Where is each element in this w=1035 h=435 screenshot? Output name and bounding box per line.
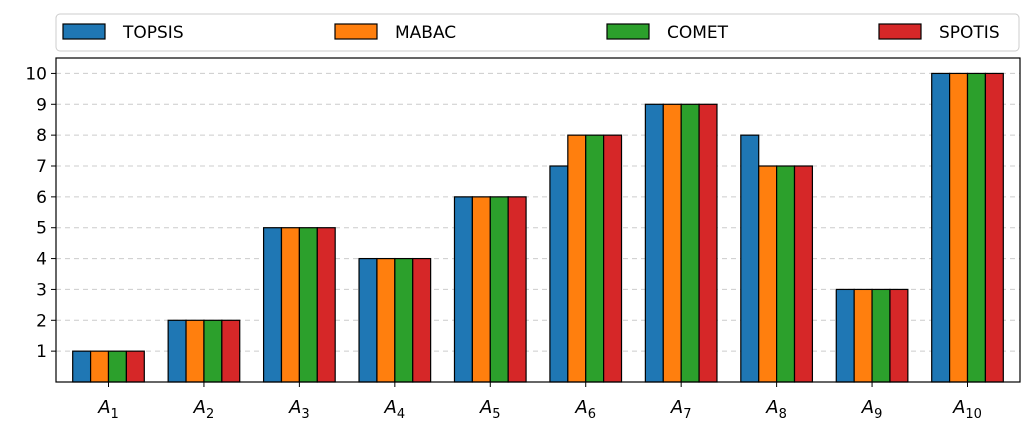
x-tick-label-subscript: 6 bbox=[588, 407, 596, 422]
x-tick-label: A2 bbox=[193, 397, 215, 422]
bar-mabac-a8 bbox=[758, 165, 778, 383]
bar-spotis-a3 bbox=[316, 227, 336, 383]
bar-comet-a3 bbox=[298, 227, 318, 383]
x-tick-label-subscript: 5 bbox=[492, 407, 500, 422]
y-tick-label: 3 bbox=[36, 280, 47, 300]
bar-comet-a2 bbox=[203, 319, 223, 383]
x-tick-label-base: A bbox=[384, 397, 397, 418]
bar-spotis-a4 bbox=[412, 257, 432, 383]
x-tick-label-subscript: 9 bbox=[874, 407, 882, 422]
bar-spotis-a10 bbox=[984, 72, 1004, 383]
legend-swatch-spotis bbox=[878, 23, 922, 40]
y-tick-label: 10 bbox=[25, 64, 47, 84]
bar-mabac-a4 bbox=[376, 257, 396, 383]
bar-spotis-a7 bbox=[698, 103, 718, 383]
y-tick-label: 7 bbox=[36, 157, 47, 177]
bar-comet-a9 bbox=[871, 288, 891, 383]
y-tick-label: 4 bbox=[36, 250, 47, 270]
legend-swatch-mabac bbox=[334, 23, 378, 40]
bar-mabac-a7 bbox=[662, 103, 682, 383]
x-tick-label-base: A bbox=[765, 397, 778, 418]
bar-spotis-a9 bbox=[889, 288, 909, 383]
x-tick-label-subscript: 1 bbox=[111, 407, 119, 422]
bar-comet-a6 bbox=[585, 134, 605, 383]
bar-topsis-a7 bbox=[644, 103, 664, 383]
x-tick-label: A9 bbox=[861, 397, 883, 422]
bar-mabac-a5 bbox=[471, 196, 491, 383]
x-tick-label-subscript: 3 bbox=[301, 407, 309, 422]
legend-box bbox=[55, 13, 1020, 52]
bar-spotis-a1 bbox=[125, 350, 145, 383]
bar-topsis-a2 bbox=[167, 319, 187, 383]
bar-comet-a5 bbox=[489, 196, 509, 383]
legend-swatch-comet bbox=[606, 23, 650, 40]
x-tick-label-subscript: 10 bbox=[965, 407, 982, 422]
x-tick-label-base: A bbox=[861, 397, 874, 418]
x-tick-label: A1 bbox=[97, 397, 119, 422]
bar-comet-a4 bbox=[394, 257, 414, 383]
x-tick-label-base: A bbox=[288, 397, 301, 418]
x-tick-label: A10 bbox=[952, 397, 982, 422]
x-tick-label: A4 bbox=[384, 397, 406, 422]
bar-mabac-a2 bbox=[185, 319, 205, 383]
bar-spotis-a6 bbox=[603, 134, 623, 383]
x-tick-label-subscript: 7 bbox=[683, 407, 691, 422]
bar-comet-a1 bbox=[107, 350, 127, 383]
y-tick-label: 1 bbox=[36, 342, 47, 362]
x-tick-label-subscript: 2 bbox=[206, 407, 214, 422]
x-tick-label: A7 bbox=[670, 397, 692, 422]
legend-label-comet: COMET bbox=[667, 23, 729, 43]
bar-topsis-a10 bbox=[931, 72, 951, 383]
bar-mabac-a6 bbox=[567, 134, 587, 383]
legend-label-topsis: TOPSIS bbox=[122, 23, 184, 43]
x-tick-label-base: A bbox=[97, 397, 110, 418]
x-tick-label-base: A bbox=[479, 397, 492, 418]
x-tick-label-base: A bbox=[574, 397, 587, 418]
x-tick-label-subscript: 4 bbox=[397, 407, 405, 422]
x-tick-label-base: A bbox=[952, 397, 965, 418]
legend-swatch-topsis bbox=[62, 23, 106, 40]
legend: TOPSIS MABAC COMET SPOTIS bbox=[55, 13, 1020, 52]
bar-topsis-a4 bbox=[358, 257, 378, 383]
bar-topsis-a9 bbox=[835, 288, 855, 383]
bar-topsis-a8 bbox=[740, 134, 760, 383]
y-tick-label: 9 bbox=[36, 95, 47, 115]
x-tick-label: A8 bbox=[765, 397, 787, 422]
bar-topsis-a1 bbox=[72, 350, 92, 383]
x-tick-label-base: A bbox=[193, 397, 206, 418]
y-tick-label: 2 bbox=[36, 311, 47, 331]
bar-spotis-a5 bbox=[507, 196, 527, 383]
x-tick-label-subscript: 8 bbox=[779, 407, 787, 422]
x-tick-label: A6 bbox=[574, 397, 596, 422]
bar-topsis-a5 bbox=[453, 196, 473, 383]
y-tick-label: 8 bbox=[36, 126, 47, 146]
bar-topsis-a3 bbox=[262, 227, 283, 383]
bar-mabac-a9 bbox=[853, 288, 873, 383]
bar-mabac-a10 bbox=[949, 72, 969, 383]
y-tick-label: 6 bbox=[36, 188, 47, 208]
bar-spotis-a2 bbox=[221, 319, 241, 383]
bars bbox=[72, 72, 1004, 383]
bar-spotis-a8 bbox=[793, 165, 814, 383]
bar-mabac-a3 bbox=[280, 227, 300, 383]
bar-topsis-a6 bbox=[549, 165, 569, 383]
plot-frame bbox=[55, 57, 1021, 383]
bar-mabac-a1 bbox=[89, 350, 110, 383]
x-tick-label: A3 bbox=[288, 397, 310, 422]
x-tick-label-base: A bbox=[670, 397, 683, 418]
bar-comet-a8 bbox=[776, 165, 796, 383]
bar-comet-a7 bbox=[680, 103, 700, 383]
x-tick-label: A5 bbox=[479, 397, 501, 422]
legend-label-spotis: SPOTIS bbox=[939, 23, 1000, 43]
legend-label-mabac: MABAC bbox=[395, 23, 456, 43]
bar-comet-a10 bbox=[966, 72, 987, 383]
y-axis: 1 2 3 4 5 6 7 8 9 10 bbox=[25, 64, 56, 362]
y-tick-label: 5 bbox=[36, 219, 47, 239]
x-axis: A1 A2 A3 A4 A5 A6 A7 A8 A9 A10 bbox=[97, 382, 982, 422]
